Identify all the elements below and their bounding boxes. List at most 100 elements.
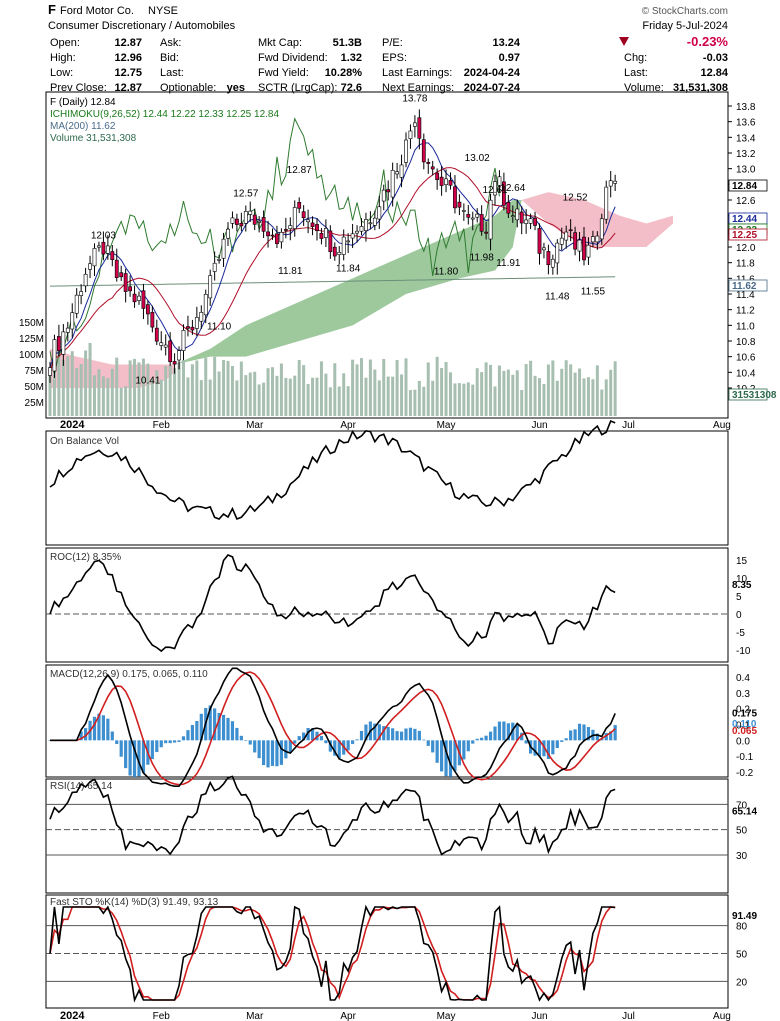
macd-histogram-bar bbox=[569, 730, 573, 741]
candle-body bbox=[524, 219, 529, 224]
candle-body bbox=[515, 208, 520, 221]
price-legend-item: F (Daily) 12.84 bbox=[50, 97, 116, 108]
x-label: Aug bbox=[713, 420, 731, 431]
volume-tick-label: 100M bbox=[19, 350, 44, 361]
candle-body bbox=[79, 291, 84, 296]
candle-body bbox=[582, 236, 586, 261]
candle-body bbox=[533, 217, 537, 226]
price-annotation: 12.57 bbox=[233, 188, 258, 199]
price-annotation: 11.48 bbox=[545, 292, 570, 303]
volume-bar bbox=[97, 369, 101, 416]
volume-bar bbox=[319, 361, 323, 416]
macd-histogram-bar bbox=[213, 708, 217, 741]
quote-label: SCTR (LrgCap): bbox=[258, 82, 337, 94]
volume-bar bbox=[546, 364, 550, 416]
quote-label: EPS: bbox=[382, 52, 407, 64]
quote-label: Mkt Cap: bbox=[258, 37, 302, 49]
candle-body bbox=[266, 231, 270, 237]
macd-histogram-bar bbox=[413, 728, 417, 741]
price-last-box bbox=[728, 179, 768, 192]
x-label: May bbox=[437, 420, 456, 431]
quote-value: 72.6 bbox=[341, 82, 362, 94]
volume-bar bbox=[404, 358, 408, 416]
candle-body bbox=[346, 240, 351, 243]
y-tick-label: 13.2 bbox=[736, 149, 756, 160]
price-legend-item: ICHIMOKU(9,26,52) 12.44 12.22 12.33 12.2… bbox=[50, 109, 279, 120]
candle-body bbox=[479, 214, 484, 232]
quote-value: 12.87 bbox=[114, 37, 142, 49]
quote-label: Prev Close: bbox=[50, 82, 107, 94]
macd-histogram-bar bbox=[426, 740, 430, 746]
candle-body bbox=[430, 166, 435, 170]
volume-bar bbox=[248, 372, 252, 416]
ichimoku-cloud-bearish bbox=[521, 192, 673, 247]
macd-histogram-bar bbox=[92, 716, 97, 741]
volume-bar bbox=[462, 383, 466, 416]
quote-label: Bid: bbox=[160, 52, 179, 64]
macd-histogram-bar bbox=[262, 740, 266, 766]
candle-body bbox=[390, 170, 395, 198]
macd-histogram-bar bbox=[124, 740, 128, 769]
candle-body bbox=[377, 206, 382, 220]
macd-histogram-bar bbox=[382, 726, 386, 741]
candle-body bbox=[248, 210, 253, 215]
volume-bar bbox=[106, 378, 110, 416]
volume-bar bbox=[373, 369, 377, 416]
volume-bar bbox=[391, 376, 395, 416]
candle-body bbox=[203, 293, 208, 316]
volume-bar bbox=[66, 356, 70, 416]
price-annotation: 12.03 bbox=[91, 231, 116, 242]
candle-body bbox=[395, 171, 400, 175]
volume-bar bbox=[497, 365, 501, 416]
volume-bar bbox=[457, 383, 461, 416]
macd-histogram-bar bbox=[462, 740, 466, 760]
candle-body bbox=[542, 247, 546, 251]
candle-body bbox=[448, 180, 453, 186]
volume-bar bbox=[146, 363, 150, 416]
roc-tick-label: 10 bbox=[736, 574, 748, 585]
macd-histogram-bar bbox=[359, 730, 364, 741]
macd-histogram-bar bbox=[244, 740, 248, 741]
rsi-tick-label: 30 bbox=[736, 851, 748, 862]
volume-bar bbox=[435, 356, 439, 416]
macd-histogram-bar bbox=[221, 714, 226, 741]
macd-histogram-bar bbox=[164, 740, 168, 744]
panel-frames bbox=[45, 91, 729, 1009]
macd-line bbox=[50, 667, 616, 787]
volume-bar bbox=[604, 379, 608, 416]
volume-bar bbox=[573, 372, 577, 416]
candle-body bbox=[426, 162, 431, 164]
volume-bar bbox=[417, 380, 421, 416]
candle-body bbox=[163, 344, 168, 348]
volume-bar bbox=[493, 386, 497, 416]
candle-body bbox=[92, 248, 97, 267]
quote-label: Ask: bbox=[160, 37, 181, 49]
y-tick-label: 12.6 bbox=[736, 196, 756, 207]
price-annotation: 12.52 bbox=[563, 192, 588, 203]
quote-value: 2024-07-24 bbox=[464, 82, 521, 94]
macd-histogram-bar bbox=[79, 731, 83, 741]
volume-bar bbox=[484, 362, 488, 416]
rsi-line bbox=[49, 775, 616, 856]
volume-bar bbox=[182, 359, 185, 416]
roc-tick-label: -5 bbox=[736, 628, 745, 639]
quote-label: Optionable: bbox=[160, 82, 216, 94]
volume-bar bbox=[609, 369, 613, 416]
macd-histogram-bar bbox=[217, 713, 221, 741]
macd-histogram-bar bbox=[137, 740, 141, 777]
rsi-tick-label: 70 bbox=[736, 800, 748, 811]
volume-bar bbox=[328, 387, 332, 416]
volume-bar bbox=[564, 360, 568, 416]
price-annotation: 10.41 bbox=[135, 376, 160, 387]
macd-histogram-bar bbox=[453, 740, 457, 772]
quote-label: Last: bbox=[160, 67, 184, 79]
volume-bar bbox=[57, 344, 61, 416]
panel-border bbox=[45, 91, 729, 419]
candle-body bbox=[506, 201, 511, 214]
candle-body bbox=[332, 246, 337, 257]
volume-bar bbox=[360, 358, 363, 416]
candle-body bbox=[252, 214, 257, 225]
macd-histogram-bar bbox=[302, 732, 306, 741]
macd-histogram-bar bbox=[480, 737, 484, 741]
price-legend-item: MA(200) 11.62 bbox=[50, 121, 116, 132]
